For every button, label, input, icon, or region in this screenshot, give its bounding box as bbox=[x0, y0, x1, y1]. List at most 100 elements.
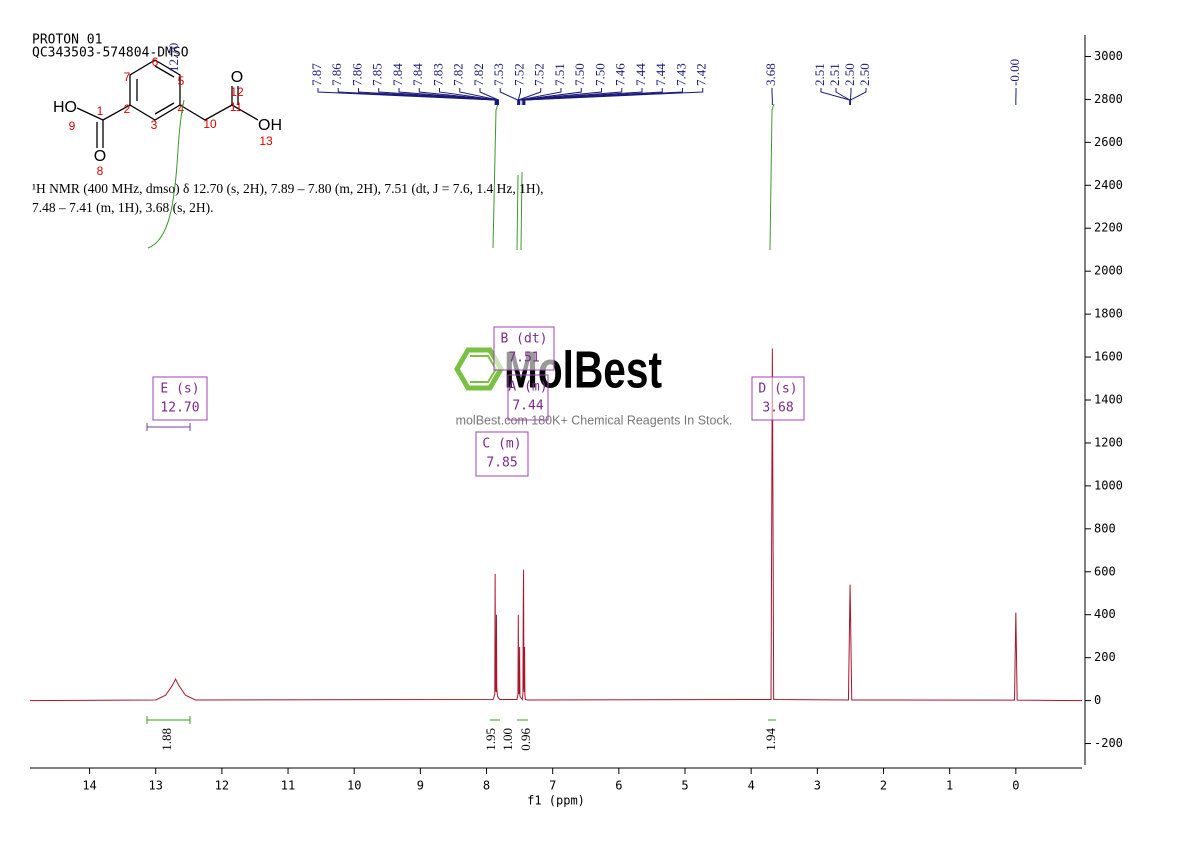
peak-leader bbox=[499, 88, 519, 105]
atom-label: O bbox=[231, 69, 243, 86]
header-line: QC343503-574804-DMSO bbox=[32, 46, 189, 61]
y-tick-label: 800 bbox=[1094, 521, 1116, 535]
x-tick-label: 7 bbox=[549, 779, 556, 793]
multiplet-label: A (m) bbox=[508, 380, 547, 395]
peak-label: 7.53 bbox=[491, 63, 506, 86]
peak-label: 7.44 bbox=[633, 63, 648, 86]
y-tick-label: 2600 bbox=[1094, 135, 1123, 149]
multiplet-box bbox=[751, 376, 805, 421]
y-tick-label: 2000 bbox=[1094, 264, 1123, 278]
y-tick-label: 2400 bbox=[1094, 178, 1123, 192]
y-tick-label: 1200 bbox=[1094, 435, 1123, 449]
multiplet-value: 7.44 bbox=[512, 399, 543, 414]
atom-label: 9 bbox=[69, 119, 76, 133]
integral-curve bbox=[147, 99, 185, 249]
peak-leader bbox=[523, 88, 663, 105]
atom-label: 5 bbox=[178, 74, 185, 88]
peak-leader bbox=[358, 88, 497, 105]
x-tick-label: 8 bbox=[483, 779, 490, 793]
y-tick-label: 2800 bbox=[1094, 92, 1123, 106]
peak-label: 2.51 bbox=[812, 63, 827, 86]
peak-label: 7.83 bbox=[430, 63, 445, 86]
peak-label: 7.82 bbox=[471, 63, 486, 86]
peak-label: 7.84 bbox=[410, 63, 425, 86]
watermark-tagline: molBest.com 180K+ Chemical Reagents In S… bbox=[456, 413, 733, 427]
multiplet-value: 7.51 bbox=[508, 351, 539, 366]
atom-label: 6 bbox=[152, 55, 159, 69]
y-tick-label: 0 bbox=[1094, 693, 1101, 707]
atom-label: 13 bbox=[259, 134, 273, 148]
y-tick-label: 400 bbox=[1094, 607, 1116, 621]
multiplet-value: 7.85 bbox=[486, 456, 517, 471]
description: ¹H NMR (400 MHz, dmso) δ 12.70 (s, 2H), … bbox=[32, 181, 544, 196]
integral-value: 0.96 bbox=[518, 728, 533, 751]
peak-label: 2.51 bbox=[827, 63, 842, 86]
description: 7.48 – 7.41 (m, 1H), 3.68 (s, 2H). bbox=[32, 200, 214, 215]
atom-label: HO bbox=[53, 99, 77, 116]
peak-label: 7.87 bbox=[309, 63, 324, 86]
peak-leader bbox=[378, 88, 497, 105]
peak-leader bbox=[479, 88, 499, 105]
atom-label: 2 bbox=[124, 102, 131, 116]
y-tick-label: 1600 bbox=[1094, 350, 1123, 364]
peak-label: 7.82 bbox=[451, 63, 466, 86]
integral-bracket bbox=[146, 716, 776, 724]
x-tick-label: 0 bbox=[1012, 779, 1019, 793]
peak-leader bbox=[518, 88, 562, 105]
x-tick-label: 4 bbox=[748, 779, 755, 793]
peak-label: 7.84 bbox=[390, 63, 405, 86]
peak-label: 2.50 bbox=[842, 63, 857, 86]
structure-bonds bbox=[76, 59, 259, 148]
y-tick-label: -200 bbox=[1094, 736, 1123, 750]
x-tick-label: 5 bbox=[681, 779, 688, 793]
peak-leader bbox=[517, 88, 542, 105]
x-tick-label: 12 bbox=[215, 779, 229, 793]
peak-leader bbox=[524, 88, 704, 105]
atom-label: 8 bbox=[97, 164, 104, 178]
multiplet-label: E (s) bbox=[160, 382, 199, 397]
peak-label: 7.46 bbox=[613, 63, 628, 86]
peak-leader bbox=[835, 88, 851, 105]
peak-label: 7.42 bbox=[694, 63, 709, 86]
peak-leader bbox=[820, 88, 851, 105]
y-tick-label: 2200 bbox=[1094, 221, 1123, 235]
peak-label: 7.52 bbox=[532, 63, 547, 86]
y-tick-label: 1400 bbox=[1094, 393, 1123, 407]
multiplet-label: D (s) bbox=[758, 382, 797, 397]
peak-label: 7.44 bbox=[653, 63, 668, 86]
y-tick-label: 1000 bbox=[1094, 478, 1123, 492]
atom-label: 11 bbox=[230, 100, 243, 114]
y-tick-label: 200 bbox=[1094, 650, 1116, 664]
y-tick-label: 3000 bbox=[1094, 49, 1123, 63]
atom-label: 3 bbox=[151, 118, 158, 132]
x-tick-label: 3 bbox=[814, 779, 821, 793]
x-tick-label: 1 bbox=[946, 779, 953, 793]
integral-value: 1.88 bbox=[159, 728, 174, 751]
peak-leader bbox=[418, 88, 498, 105]
x-tick-label: 13 bbox=[148, 779, 162, 793]
x-tick-label: 10 bbox=[347, 779, 361, 793]
atom-label: O bbox=[94, 148, 106, 165]
multiplet-range bbox=[146, 423, 191, 431]
atom-label: 10 bbox=[203, 117, 217, 131]
peak-label: 7.43 bbox=[673, 63, 688, 86]
multiplet-value: 12.70 bbox=[160, 401, 199, 416]
atom-label: 12 bbox=[230, 85, 244, 99]
atom-label: 7 bbox=[124, 70, 131, 84]
peak-label: 7.86 bbox=[349, 63, 364, 86]
x-tick-label: 9 bbox=[417, 779, 424, 793]
peak-leader bbox=[439, 88, 499, 105]
peak-label: -0.00 bbox=[1007, 59, 1022, 86]
peak-leader bbox=[317, 88, 496, 105]
spectrum-line bbox=[29, 348, 1083, 702]
peak-label: 7.86 bbox=[329, 63, 344, 86]
integral-value: 1.95 bbox=[483, 728, 498, 751]
peak-label: 7.51 bbox=[552, 63, 567, 86]
peak-label: 12.70 bbox=[166, 43, 181, 72]
integral-value: 1.94 bbox=[763, 728, 778, 751]
peak-label: 7.85 bbox=[370, 63, 385, 86]
multiplet-label: C (m) bbox=[482, 437, 521, 452]
